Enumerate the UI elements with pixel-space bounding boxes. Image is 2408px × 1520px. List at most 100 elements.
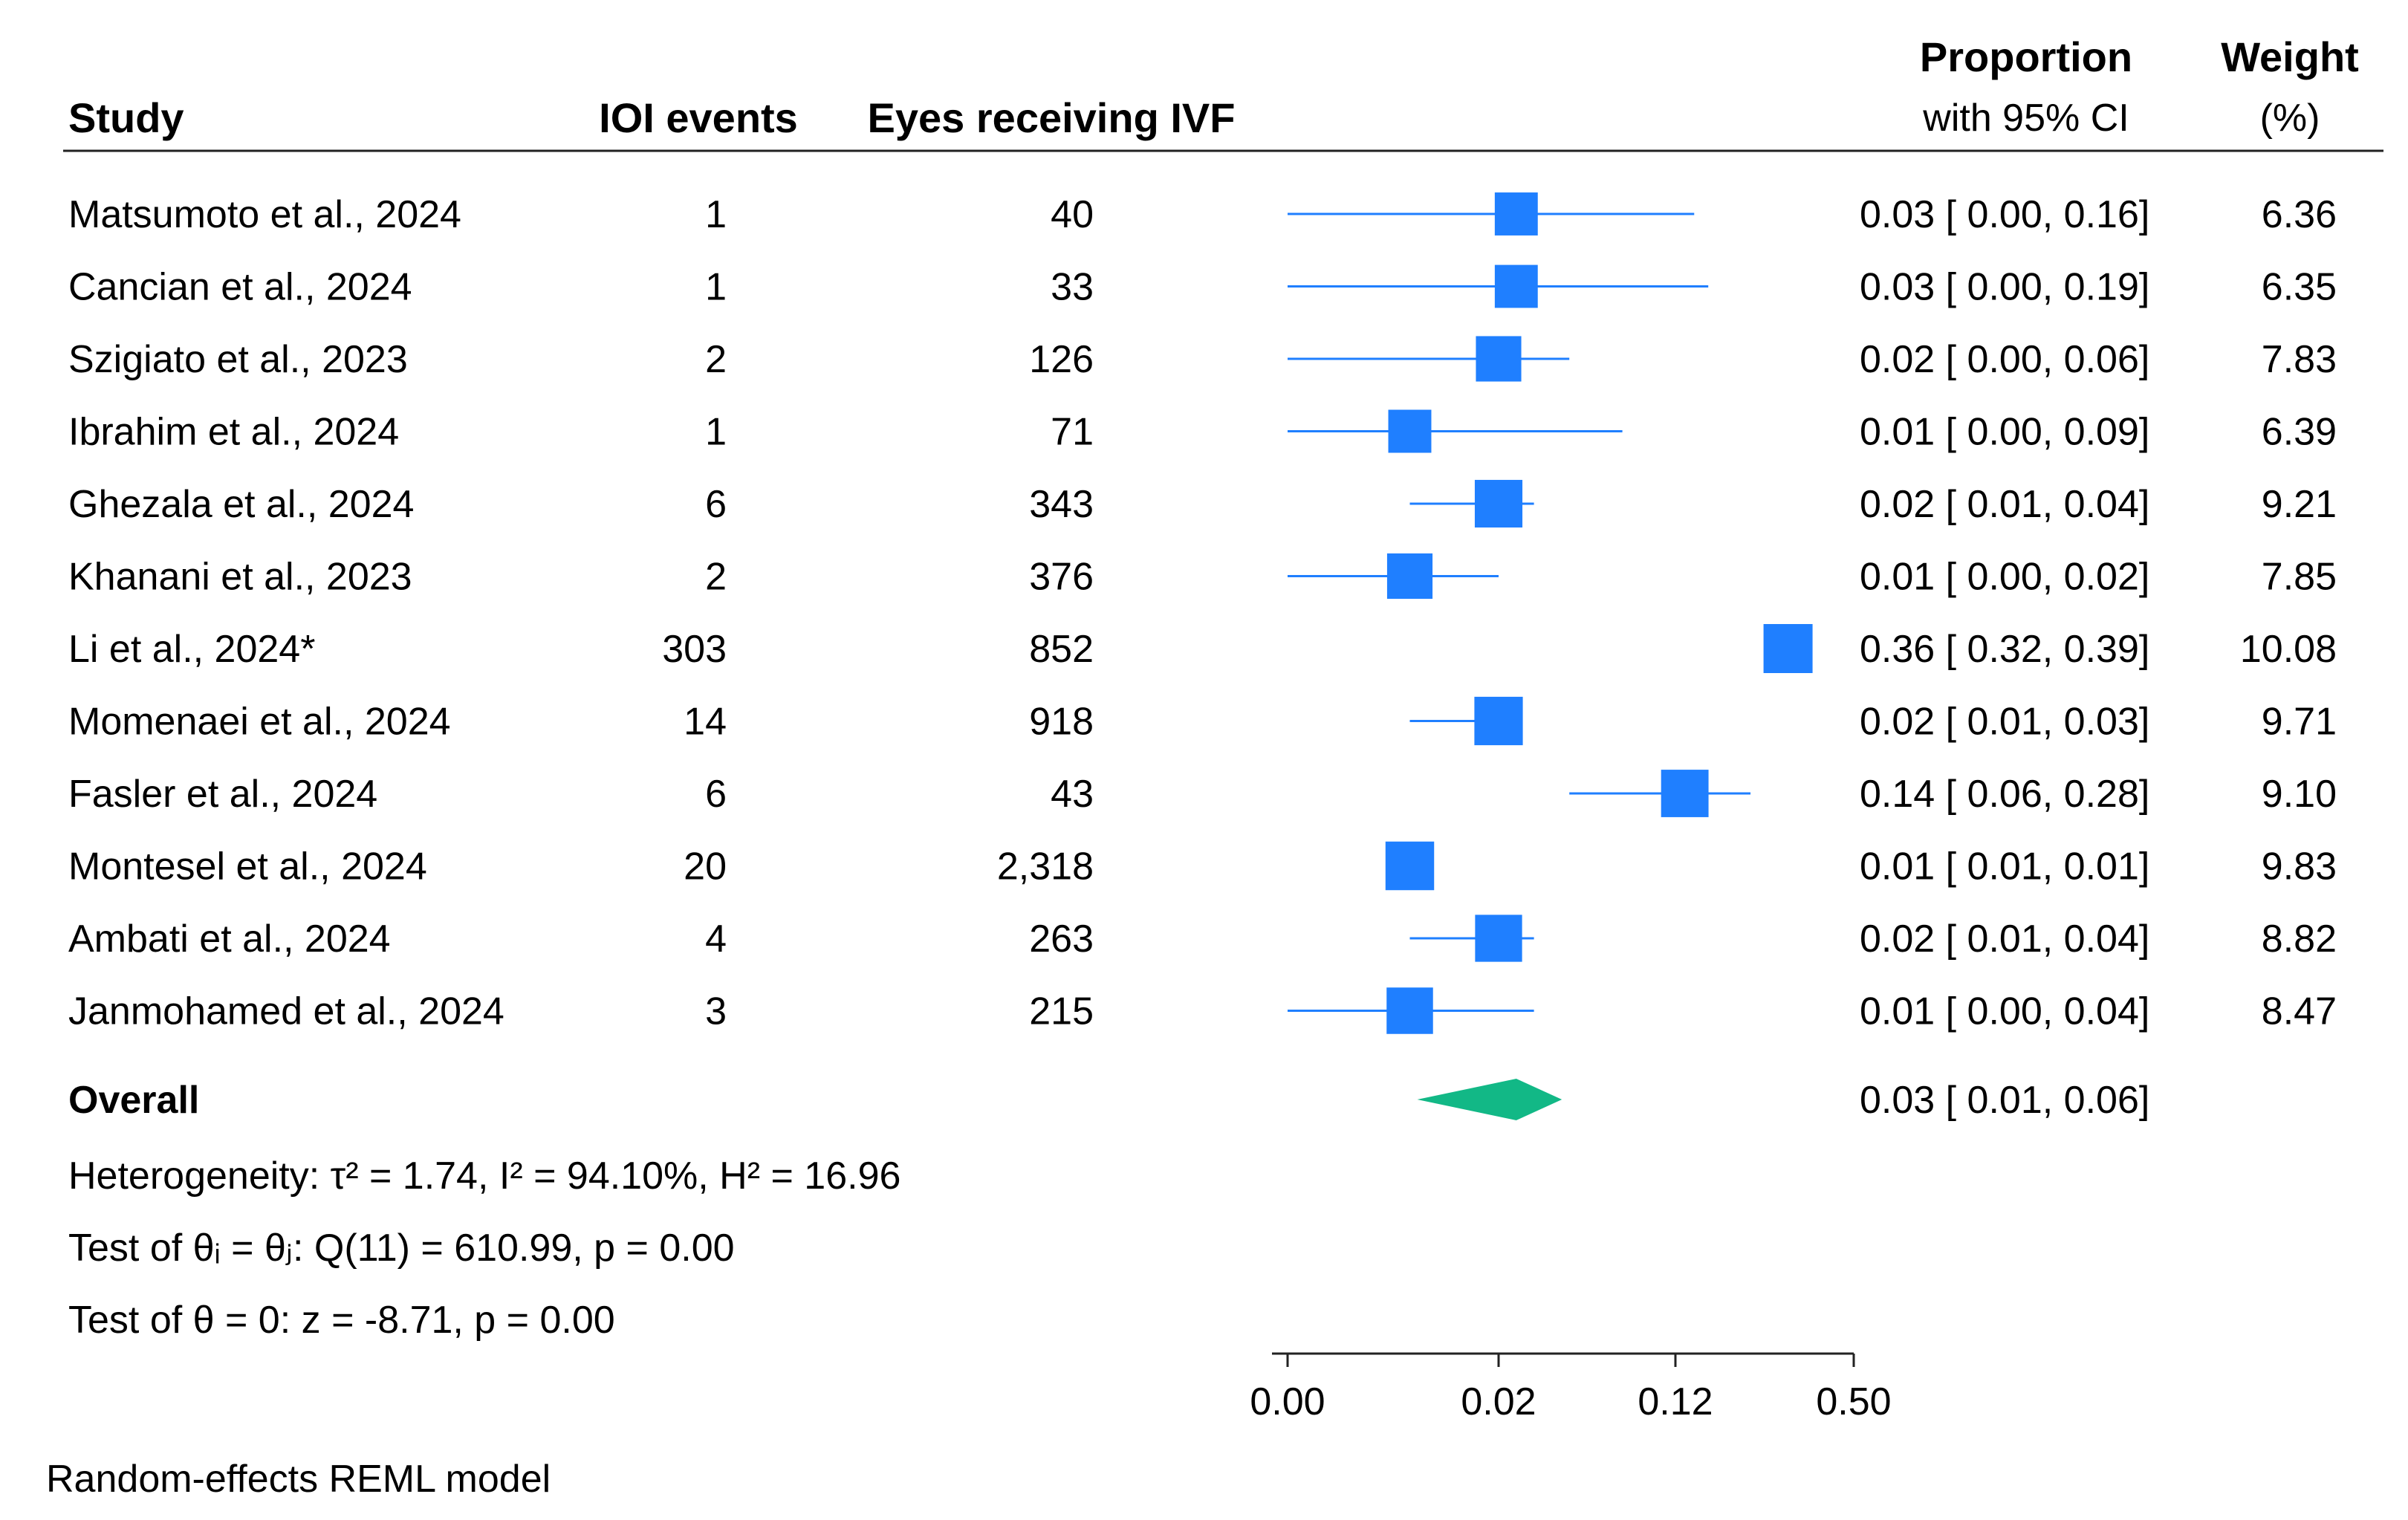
study-events: 20 [684,845,727,889]
x-axis-tick-label: 0.50 [1816,1380,1891,1423]
test-zero-note: Test of θ = 0: z = -8.71, p = 0.00 [68,1299,615,1342]
study-proportion-ci: 0.02 [ 0.01, 0.03] [1860,701,2149,744]
study-name: Momenaei et al., 2024 [68,701,451,744]
model-footnote: Random-effects REML model [46,1458,551,1501]
study-proportion-ci: 0.14 [ 0.06, 0.28] [1860,773,2149,816]
study-eyes: 71 [1051,411,1094,454]
study-row: Janmohamed et al., 2024 3 215 0.01 [ 0.00, … [68,987,2337,1034]
study-point-marker [1385,841,1435,891]
study-eyes: 126 [1029,338,1094,381]
study-events: 14 [684,701,727,744]
study-point-marker [1661,770,1709,817]
study-eyes: 918 [1029,701,1094,744]
study-point-marker [1475,915,1522,962]
study-point-marker [1494,192,1538,236]
study-eyes: 2,318 [997,845,1094,889]
study-weight: 9.83 [2262,845,2337,889]
study-name: Li et al., 2024* [68,628,315,671]
x-axis-tick-label: 0.02 [1461,1380,1536,1423]
header-study: Study [68,94,184,141]
study-name: Khanani et al., 2023 [68,556,412,599]
study-events: 1 [705,411,727,454]
study-name: Fasler et al., 2024 [68,773,377,816]
overall-row: Overall 0.03 [ 0.01, 0.06] [68,1079,2149,1122]
study-proportion-ci: 0.01 [ 0.00, 0.04] [1860,990,2149,1033]
study-proportion-ci: 0.01 [ 0.00, 0.02] [1860,556,2149,599]
study-weight: 6.36 [2262,193,2337,236]
study-row: Li et al., 2024* 303 852 0.36 [ 0.32, 0.39]… [68,624,2337,673]
study-name: Ambati et al., 2024 [68,917,391,961]
study-point-marker [1763,624,1813,673]
study-eyes: 343 [1029,483,1094,526]
study-row: Momenaei et al., 2024 14 918 0.02 [ 0.01, 0… [68,696,2337,746]
study-row: Ibrahim et al., 2024 1 71 0.01 [ 0.00, 0.09… [68,409,2337,454]
study-events: 1 [705,266,727,309]
x-axis-tick-label: 0.12 [1638,1380,1713,1423]
study-point-marker [1474,696,1523,746]
study-row: Ambati et al., 2024 4 263 0.02 [ 0.01, 0.04… [68,915,2337,962]
study-proportion-ci: 0.01 [ 0.01, 0.01] [1860,845,2149,889]
study-weight: 7.85 [2262,556,2337,599]
study-weight: 9.10 [2262,773,2337,816]
study-eyes: 263 [1029,917,1094,961]
overall-label: Overall [68,1079,199,1122]
study-events: 6 [705,483,727,526]
study-row: Szigiato et al., 2023 2 126 0.02 [ 0.00, 0.… [68,336,2337,382]
study-proportion-ci: 0.03 [ 0.00, 0.19] [1860,266,2149,309]
study-proportion-ci: 0.03 [ 0.00, 0.16] [1860,193,2149,236]
overall-proportion-ci: 0.03 [ 0.01, 0.06] [1860,1079,2149,1122]
study-name: Cancian et al., 2024 [68,266,412,309]
study-events: 2 [705,556,727,599]
study-point-marker [1476,336,1522,382]
study-point-marker [1386,553,1433,600]
x-axis-tick-label: 0.00 [1250,1380,1325,1423]
header-weight-line2: (%) [2260,97,2320,140]
study-eyes: 33 [1051,266,1094,309]
study-proportion-ci: 0.02 [ 0.01, 0.04] [1860,917,2149,961]
study-name: Szigiato et al., 2023 [68,338,408,381]
study-weight: 7.83 [2262,338,2337,381]
header-events: IOI events [599,94,798,141]
header-weight-line1: Weight [2221,33,2359,80]
study-weight: 6.35 [2262,266,2337,309]
study-weight: 8.82 [2262,917,2337,961]
study-point-marker [1474,479,1523,528]
study-proportion-ci: 0.36 [ 0.32, 0.39] [1860,628,2149,671]
study-events: 3 [705,990,727,1033]
study-weight: 8.47 [2262,990,2337,1033]
study-row: Montesel et al., 2024 20 2,318 0.01 [ 0.01,… [68,841,2337,891]
study-rows: Matsumoto et al., 2024 1 40 0.03 [ 0.00, 0.… [68,192,2337,1034]
study-proportion-ci: 0.01 [ 0.00, 0.09] [1860,411,2149,454]
study-weight: 9.21 [2262,483,2337,526]
study-name: Ibrahim et al., 2024 [68,411,399,454]
study-eyes: 376 [1029,556,1094,599]
study-eyes: 43 [1051,773,1094,816]
x-axis: 0.00 0.02 0.12 0.50 [1250,1352,1892,1423]
heterogeneity-note: Heterogeneity: τ² = 1.74, I² = 94.10%, H… [68,1154,900,1198]
study-weight: 9.71 [2262,701,2337,744]
study-point-marker [1386,987,1433,1034]
study-row: Cancian et al., 2024 1 33 0.03 [ 0.00, 0.19… [68,264,2337,309]
study-events: 6 [705,773,727,816]
header-proportion-line2: with 95% CI [1922,97,2129,140]
study-eyes: 852 [1029,628,1094,671]
study-row: Matsumoto et al., 2024 1 40 0.03 [ 0.00, 0.… [68,192,2337,236]
study-weight: 6.39 [2262,411,2337,454]
study-row: Ghezala et al., 2024 6 343 0.02 [ 0.01, 0.0… [68,479,2337,528]
study-point-marker [1388,409,1432,453]
study-point-marker [1494,264,1538,308]
study-events: 4 [705,917,727,961]
test-equal-note: Test of θᵢ = θⱼ: Q(11) = 610.99, p = 0.0… [68,1227,735,1270]
study-proportion-ci: 0.02 [ 0.00, 0.06] [1860,338,2149,381]
study-name: Ghezala et al., 2024 [68,483,414,526]
study-events: 303 [662,628,727,671]
study-row: Fasler et al., 2024 6 43 0.14 [ 0.06, 0.28]… [68,770,2337,817]
header-proportion-line1: Proportion [1920,33,2132,80]
study-name: Matsumoto et al., 2024 [68,193,461,236]
study-events: 2 [705,338,727,381]
study-name: Montesel et al., 2024 [68,845,427,889]
study-events: 1 [705,193,727,236]
study-name: Janmohamed et al., 2024 [68,990,504,1033]
study-weight: 10.08 [2240,628,2337,671]
